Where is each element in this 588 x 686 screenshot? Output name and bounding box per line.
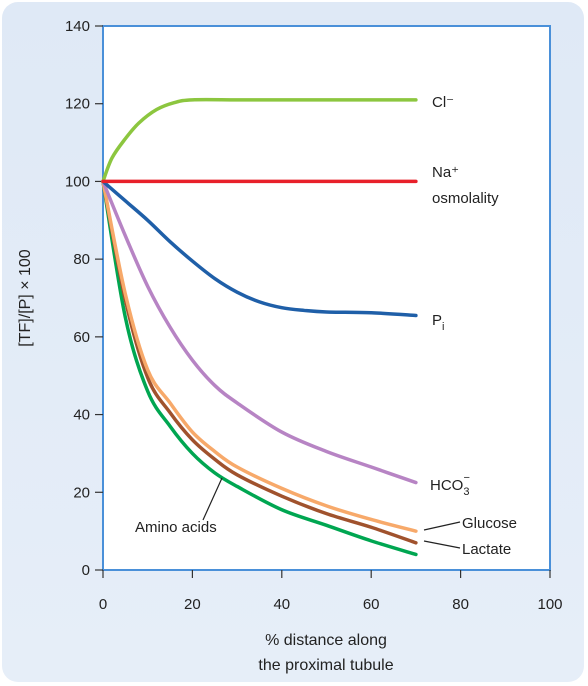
- x-tick-label: 80: [452, 596, 469, 613]
- lactate-leader: [423, 540, 461, 549]
- x-tick-label: 0: [99, 596, 107, 613]
- y-axis-title: [TF]/[P] × 100: [17, 249, 34, 346]
- na-label-line1: Na⁺: [432, 164, 459, 181]
- series-lines: [101, 97, 418, 557]
- y-tick-label: 60: [73, 329, 90, 346]
- y-tick-label: 40: [73, 407, 90, 424]
- series-line-6: [101, 179, 418, 557]
- x-tick-label: 40: [273, 596, 290, 613]
- glucose-leader: [423, 521, 461, 531]
- axis-ticks: 0 20 40 60 80 100 120 140 0 20 40 60 80 100: [65, 18, 563, 613]
- na-label-line2: osmolality: [432, 190, 499, 207]
- y-tick-label: 120: [65, 96, 90, 113]
- y-tick-label: 20: [73, 484, 90, 501]
- amino-acids-label: Amino acids: [135, 519, 217, 536]
- series-line-0: [101, 97, 418, 184]
- amino-acids-leader: [202, 477, 223, 521]
- y-tick-label: 100: [65, 173, 90, 190]
- x-tick-label: 100: [537, 596, 562, 613]
- hco3-label: HCO3−: [430, 472, 470, 498]
- x-tick-label: 60: [363, 596, 380, 613]
- x-axis-title-line2: the proximal tubule: [258, 657, 393, 674]
- plot-area: [102, 25, 551, 571]
- series-line-5: [101, 179, 418, 545]
- x-axis-title-line1: % distance along: [265, 632, 387, 649]
- x-tick-label: 20: [184, 596, 201, 613]
- y-tick-label: 80: [73, 251, 90, 268]
- series-line-2: [101, 179, 418, 318]
- pi-label: Pi: [432, 312, 444, 333]
- y-tick-label: 140: [65, 18, 90, 35]
- glucose-label: Glucose: [462, 515, 517, 532]
- cl-label: Cl⁻: [432, 94, 454, 111]
- series-line-3: [101, 179, 418, 485]
- lactate-label: Lactate: [462, 541, 511, 558]
- y-tick-label: 0: [82, 562, 90, 579]
- series-line-4: [101, 179, 418, 533]
